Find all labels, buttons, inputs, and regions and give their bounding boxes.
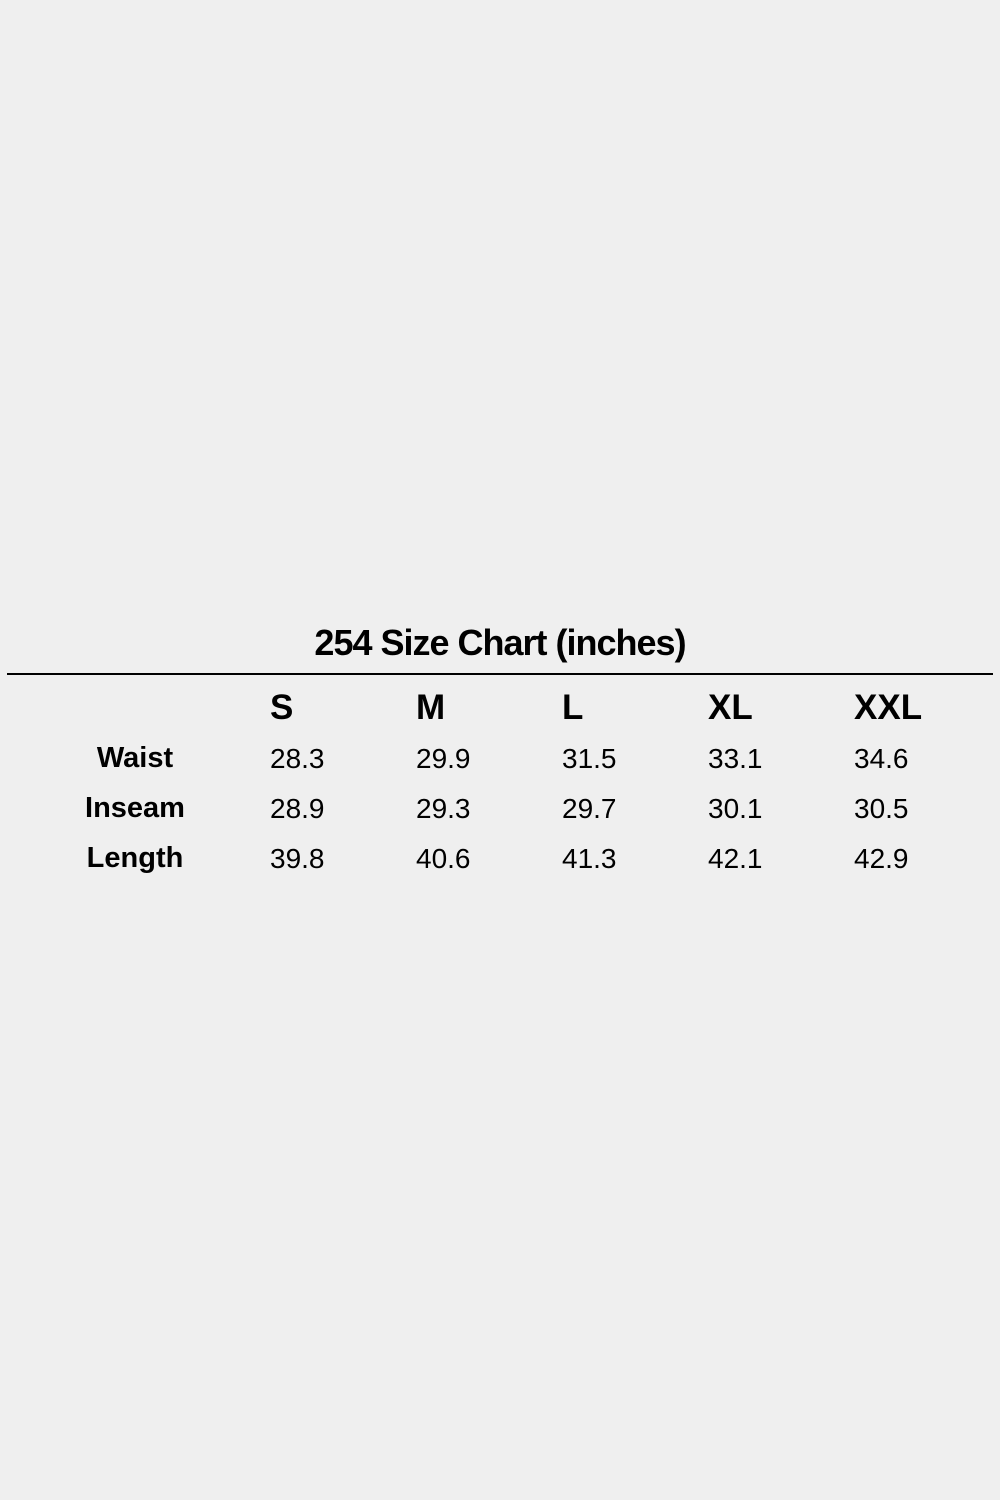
table-cell: 28.3	[270, 743, 325, 774]
table-cell: 40.6	[416, 843, 471, 874]
row-label-waist: Waist	[96, 742, 174, 774]
title-divider	[7, 673, 993, 675]
column-header-xxl: XXL	[854, 688, 923, 727]
table-cell: 31.5	[562, 743, 617, 774]
table-cell: 28.9	[270, 793, 325, 824]
row-label-inseam: Inseam	[85, 792, 185, 824]
column-header-m: M	[416, 688, 446, 727]
table-cell: 41.3	[562, 843, 617, 874]
table-cell: 29.3	[416, 793, 471, 824]
row-label-length: Length	[86, 842, 184, 874]
table-cell: 29.7	[562, 793, 617, 824]
table-cell: 30.1	[708, 793, 763, 824]
column-header-l: L	[562, 688, 584, 727]
table-cell: 42.9	[854, 843, 909, 874]
size-chart-title: 254 Size Chart (inches)	[314, 622, 686, 663]
table-cell: 42.1	[708, 843, 763, 874]
table-cell: 39.8	[270, 843, 325, 874]
column-header-s: S	[270, 688, 294, 727]
table-cell: 34.6	[854, 743, 909, 774]
column-header-xl: XL	[708, 688, 753, 727]
table-cell: 30.5	[854, 793, 909, 824]
table-cell: 33.1	[708, 743, 763, 774]
table-cell: 29.9	[416, 743, 471, 774]
